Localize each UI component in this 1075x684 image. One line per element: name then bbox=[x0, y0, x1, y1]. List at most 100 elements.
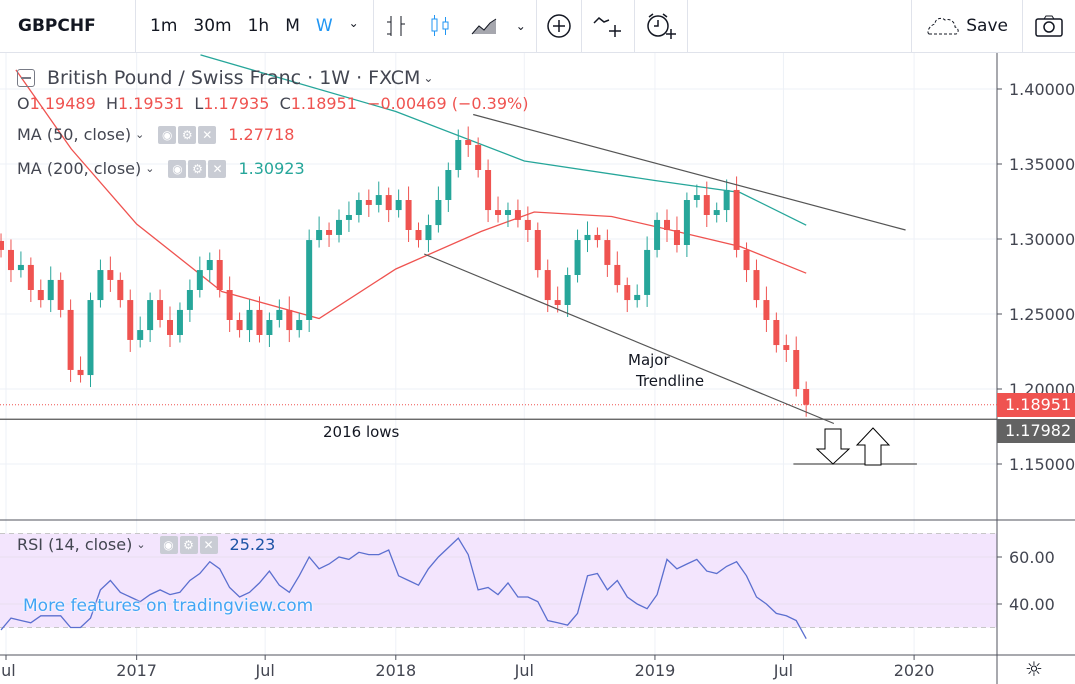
ma50-legend: MA (50, close) ⌄ ◉ ⚙ ✕ 1.27718 bbox=[17, 125, 294, 144]
candle-body bbox=[335, 219, 342, 235]
candle-body bbox=[226, 290, 233, 320]
candle-body bbox=[475, 144, 482, 170]
gear-icon[interactable]: ⚙ bbox=[178, 125, 197, 144]
candle-body bbox=[574, 240, 581, 275]
chevron-down-icon[interactable]: ⌄ bbox=[423, 71, 434, 85]
candle-body bbox=[147, 300, 154, 331]
candle-body bbox=[206, 260, 213, 271]
area-chart-icon[interactable] bbox=[462, 0, 506, 53]
candle-body bbox=[624, 285, 631, 301]
candle-body bbox=[425, 225, 432, 241]
candle-body bbox=[77, 369, 84, 376]
time-tick-label: Jul bbox=[254, 661, 274, 680]
gear-icon[interactable]: ⚙ bbox=[179, 535, 198, 554]
last-price-label: 1.18951 bbox=[997, 393, 1075, 417]
candle-body bbox=[17, 264, 24, 271]
interval-30m[interactable]: 30m bbox=[193, 16, 232, 36]
candle-body bbox=[326, 230, 333, 235]
chevron-down-icon[interactable]: ⌄ bbox=[145, 162, 155, 175]
close-icon[interactable]: ✕ bbox=[208, 159, 227, 178]
chevron-down-icon[interactable]: ⌄ bbox=[515, 19, 526, 33]
candle-body bbox=[604, 240, 611, 265]
candle-body bbox=[306, 240, 313, 320]
chevron-down-icon[interactable]: ⌄ bbox=[135, 128, 145, 141]
candle-body bbox=[87, 300, 94, 376]
series-title: British Pound / Swiss Franc · 1W · FXCM … bbox=[17, 67, 433, 89]
chevron-down-icon[interactable]: ⌄ bbox=[348, 16, 359, 30]
time-tick-label: 2018 bbox=[375, 661, 416, 680]
candle-body bbox=[405, 200, 412, 230]
candle-body bbox=[296, 320, 303, 331]
candle-body bbox=[236, 320, 243, 331]
open-label: O bbox=[17, 94, 30, 113]
close-label: C bbox=[279, 94, 291, 113]
rsi-line bbox=[0, 537, 807, 640]
candles-icon[interactable] bbox=[418, 0, 462, 53]
candle-body bbox=[693, 195, 700, 200]
candle-body bbox=[793, 350, 800, 389]
candle-body bbox=[266, 320, 273, 335]
candle-body bbox=[654, 219, 661, 250]
high-value: 1.19531 bbox=[117, 94, 185, 113]
candle-body bbox=[167, 320, 174, 335]
candle-body bbox=[644, 249, 651, 295]
candle-body bbox=[465, 140, 472, 145]
rsi-value: 25.23 bbox=[229, 535, 276, 554]
ma200-line bbox=[200, 54, 807, 226]
candle-body bbox=[783, 345, 790, 350]
divider bbox=[633, 0, 635, 53]
price-tick-label: 1.35000 bbox=[1009, 155, 1075, 174]
time-tick-label: 2017 bbox=[116, 661, 157, 680]
settings-sun-icon[interactable]: ☼ bbox=[1025, 657, 1043, 681]
ma50-label: MA (50, close) bbox=[17, 125, 132, 144]
price-tick-label: 1.15000 bbox=[1009, 455, 1075, 474]
interval-w[interactable]: W bbox=[315, 16, 333, 36]
candle-body bbox=[345, 215, 352, 220]
candle-body bbox=[773, 320, 780, 346]
candle-body bbox=[564, 275, 571, 305]
close-icon[interactable]: ✕ bbox=[198, 125, 217, 144]
divider bbox=[372, 0, 374, 53]
candle-body bbox=[47, 279, 54, 301]
trendline bbox=[473, 113, 906, 231]
candle-body bbox=[753, 270, 760, 301]
camera-icon[interactable] bbox=[1023, 0, 1075, 53]
candle-body bbox=[803, 389, 810, 405]
annotation-trendline: Trendline bbox=[636, 372, 705, 390]
candle-body bbox=[127, 300, 134, 340]
candle-body bbox=[276, 309, 283, 320]
indicators-icon[interactable] bbox=[582, 0, 634, 53]
interval-1m[interactable]: 1m bbox=[150, 16, 178, 36]
save-button[interactable]: Save bbox=[912, 15, 1022, 37]
candle-body bbox=[723, 189, 730, 211]
symbol-search[interactable]: GBPCHF bbox=[18, 16, 96, 36]
bars-icon[interactable] bbox=[374, 0, 418, 53]
candle-body bbox=[524, 219, 531, 230]
divider bbox=[911, 0, 913, 53]
candle-body bbox=[37, 290, 44, 301]
collapse-icon[interactable] bbox=[17, 69, 35, 87]
candle-body bbox=[703, 195, 710, 215]
interval-group: 1m 30m 1h M W ⌄ bbox=[136, 16, 373, 36]
candle-body bbox=[316, 230, 323, 241]
compare-add-icon[interactable] bbox=[537, 0, 581, 53]
alert-clock-icon[interactable] bbox=[635, 0, 687, 53]
eye-icon[interactable]: ◉ bbox=[159, 535, 178, 554]
interval-m[interactable]: M bbox=[285, 16, 300, 36]
interval-1h[interactable]: 1h bbox=[247, 16, 270, 36]
watermark-link[interactable]: More features on tradingview.com bbox=[23, 596, 314, 616]
candle-body bbox=[743, 249, 750, 271]
eye-icon[interactable]: ◉ bbox=[158, 125, 177, 144]
candle-body bbox=[554, 300, 561, 305]
chevron-down-icon[interactable]: ⌄ bbox=[136, 538, 146, 551]
candle-body bbox=[375, 195, 382, 205]
candle-body bbox=[67, 309, 74, 370]
rsi-legend: RSI (14, close) ⌄ ◉ ⚙ ✕ 25.23 bbox=[17, 535, 275, 554]
candle-body bbox=[455, 140, 462, 170]
gear-icon[interactable]: ⚙ bbox=[188, 159, 207, 178]
eye-icon[interactable]: ◉ bbox=[168, 159, 187, 178]
candle-body bbox=[673, 230, 680, 245]
open-value: 1.19489 bbox=[29, 94, 96, 113]
candle-body bbox=[594, 234, 601, 241]
close-icon[interactable]: ✕ bbox=[199, 535, 218, 554]
